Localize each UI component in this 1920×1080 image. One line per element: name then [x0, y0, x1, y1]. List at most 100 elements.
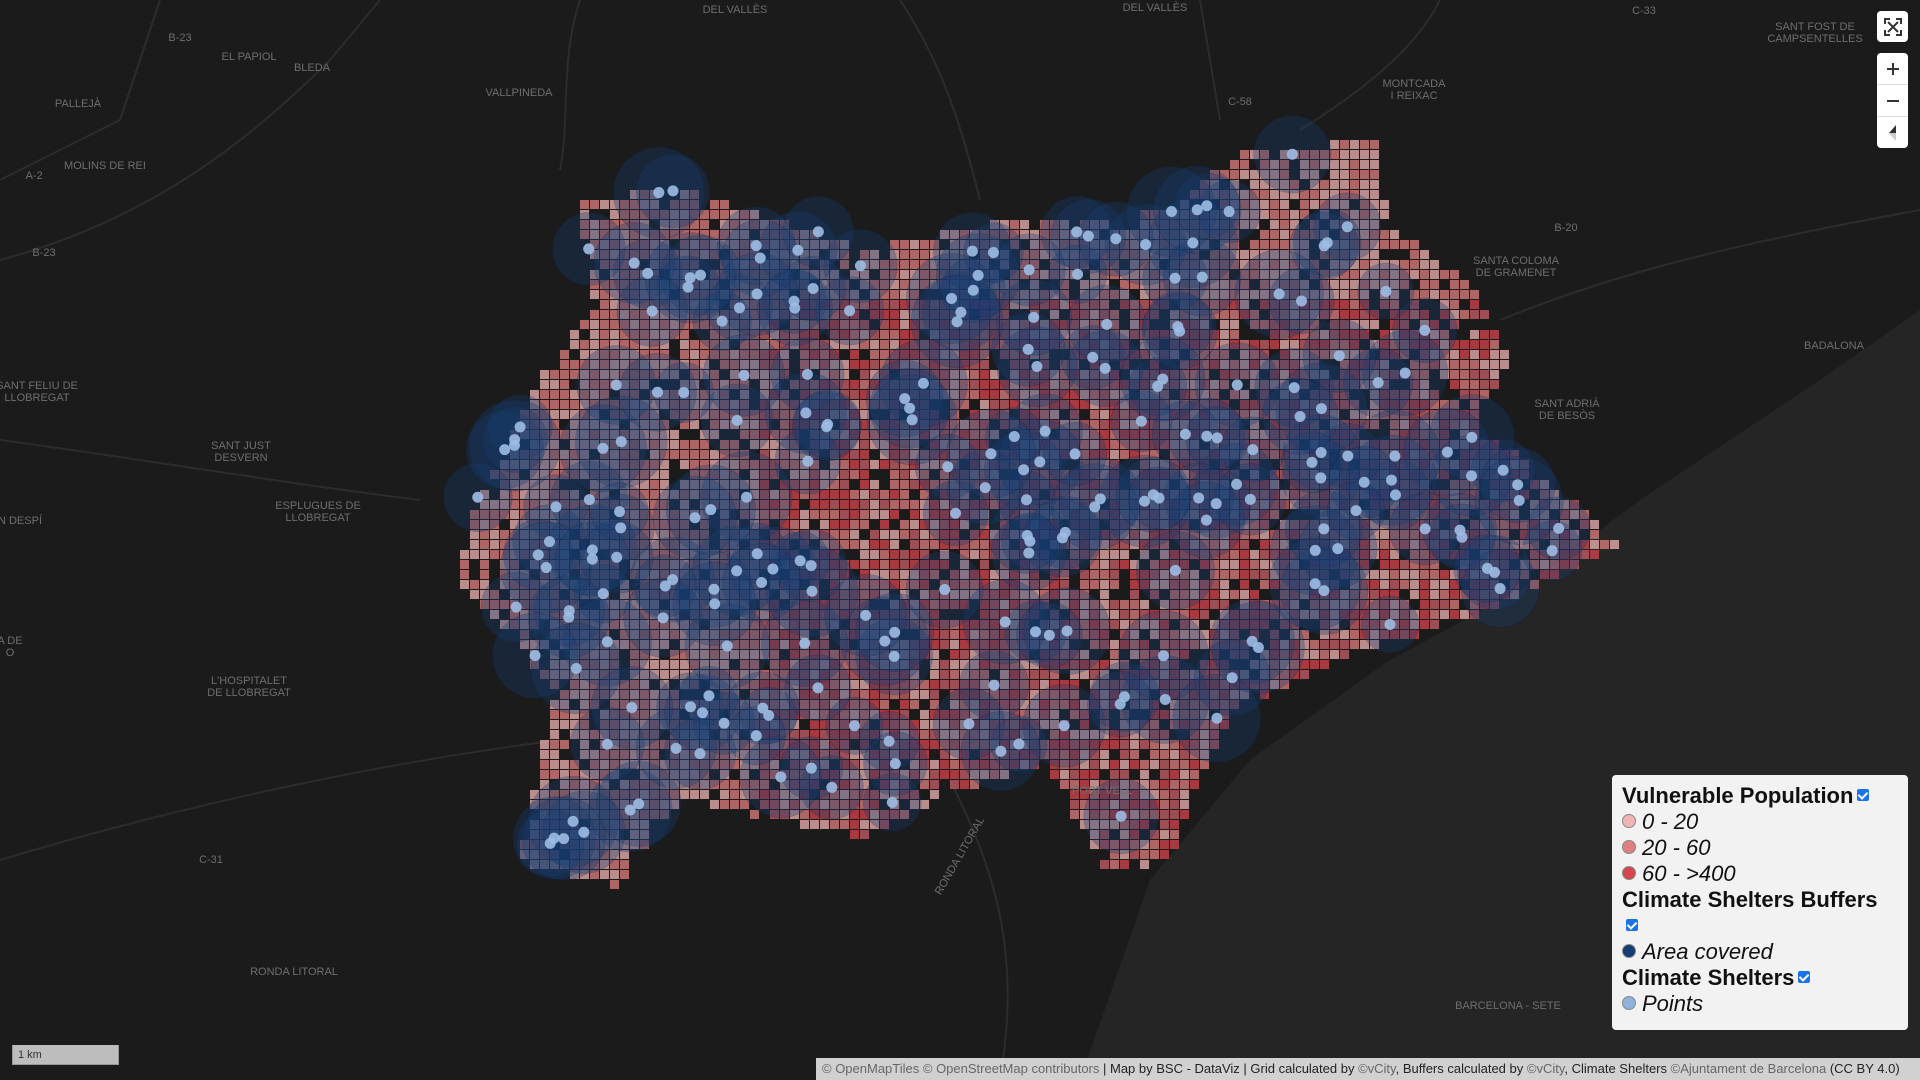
grid-cell — [1020, 510, 1029, 519]
grid-cell — [1160, 850, 1169, 859]
grid-cell — [590, 630, 599, 639]
grid-cell — [1210, 700, 1219, 709]
grid-cell — [780, 290, 789, 299]
grid-cell — [710, 650, 719, 659]
grid-cell — [1090, 330, 1099, 339]
grid-cell — [690, 240, 699, 249]
grid-cell — [1490, 360, 1499, 369]
grid-cell — [810, 450, 819, 459]
grid-cell — [1330, 640, 1339, 649]
grid-cell — [1080, 440, 1089, 449]
grid-cell — [660, 310, 669, 319]
grid-cell — [690, 640, 699, 649]
grid-cell — [900, 380, 909, 389]
grid-cell — [1090, 280, 1099, 289]
grid-cell — [740, 230, 749, 239]
grid-cell — [760, 600, 769, 609]
grid-cell — [770, 470, 779, 479]
grid-cell — [1410, 270, 1419, 279]
grid-cell — [1320, 160, 1329, 169]
grid-cell — [740, 600, 749, 609]
grid-cell — [840, 790, 849, 799]
grid-cell — [1320, 300, 1329, 309]
grid-cell — [760, 560, 769, 569]
grid-cell — [740, 640, 749, 649]
grid-cell — [1020, 540, 1029, 549]
grid-cell — [1270, 650, 1279, 659]
grid-cell — [1160, 710, 1169, 719]
grid-cell — [1030, 270, 1039, 279]
grid-cell — [610, 810, 619, 819]
grid-cell — [1000, 720, 1009, 729]
grid-cell — [1070, 440, 1079, 449]
grid-cell — [1380, 440, 1389, 449]
grid-cell — [720, 700, 729, 709]
grid-cell — [630, 670, 639, 679]
grid-cell — [980, 670, 989, 679]
grid-cell — [560, 840, 569, 849]
grid-cell — [920, 350, 929, 359]
grid-cell — [1090, 440, 1099, 449]
grid-cell — [860, 810, 869, 819]
grid-cell — [770, 710, 779, 719]
grid-cell — [1030, 370, 1039, 379]
grid-cell — [490, 610, 499, 619]
grid-cell — [880, 540, 889, 549]
grid-cell — [1090, 340, 1099, 349]
grid-cell — [640, 310, 649, 319]
grid-cell — [1160, 640, 1169, 649]
grid-cell — [1010, 500, 1019, 509]
grid-cell — [1110, 310, 1119, 319]
grid-cell — [1430, 400, 1439, 409]
grid-cell — [680, 340, 689, 349]
grid-cell — [1480, 470, 1489, 479]
grid-cell — [930, 270, 939, 279]
grid-cell — [620, 800, 629, 809]
grid-cell — [980, 380, 989, 389]
grid-cell — [600, 360, 609, 369]
grid-cell — [1130, 310, 1139, 319]
grid-cell — [830, 790, 839, 799]
grid-cell — [1200, 220, 1209, 229]
grid-cell — [1440, 530, 1449, 539]
grid-cell — [1340, 640, 1349, 649]
grid-cell — [1080, 450, 1089, 459]
grid-cell — [1220, 610, 1229, 619]
grid-cell — [590, 850, 599, 859]
grid-cell — [1290, 300, 1299, 309]
grid-cell — [680, 440, 689, 449]
grid-cell — [620, 220, 629, 229]
grid-cell — [1230, 550, 1239, 559]
grid-cell — [1320, 270, 1329, 279]
grid-cell — [1060, 680, 1069, 689]
grid-cell — [1440, 420, 1449, 429]
grid-cell — [520, 530, 529, 539]
grid-cell — [910, 270, 919, 279]
grid-cell — [1310, 600, 1319, 609]
grid-cell — [1000, 520, 1009, 529]
grid-cell — [770, 320, 779, 329]
grid-cell — [1200, 490, 1209, 499]
grid-cell — [1150, 830, 1159, 839]
grid-cell — [650, 200, 659, 209]
grid-cell — [770, 730, 779, 739]
grid-cell — [970, 260, 979, 269]
grid-cell — [700, 310, 709, 319]
grid-cell — [790, 470, 799, 479]
grid-cell — [970, 350, 979, 359]
grid-cell — [1140, 530, 1149, 539]
grid-cell — [880, 610, 889, 619]
grid-cell — [1120, 530, 1129, 539]
grid-cell — [1210, 480, 1219, 489]
grid-cell — [590, 420, 599, 429]
grid-cell — [840, 280, 849, 289]
grid-cell — [730, 260, 739, 269]
grid-cell — [610, 570, 619, 579]
grid-cell — [820, 360, 829, 369]
grid-cell — [1480, 350, 1489, 359]
grid-cell — [620, 460, 629, 469]
grid-cell — [760, 590, 769, 599]
grid-cell — [790, 660, 799, 669]
grid-cell — [730, 320, 739, 329]
